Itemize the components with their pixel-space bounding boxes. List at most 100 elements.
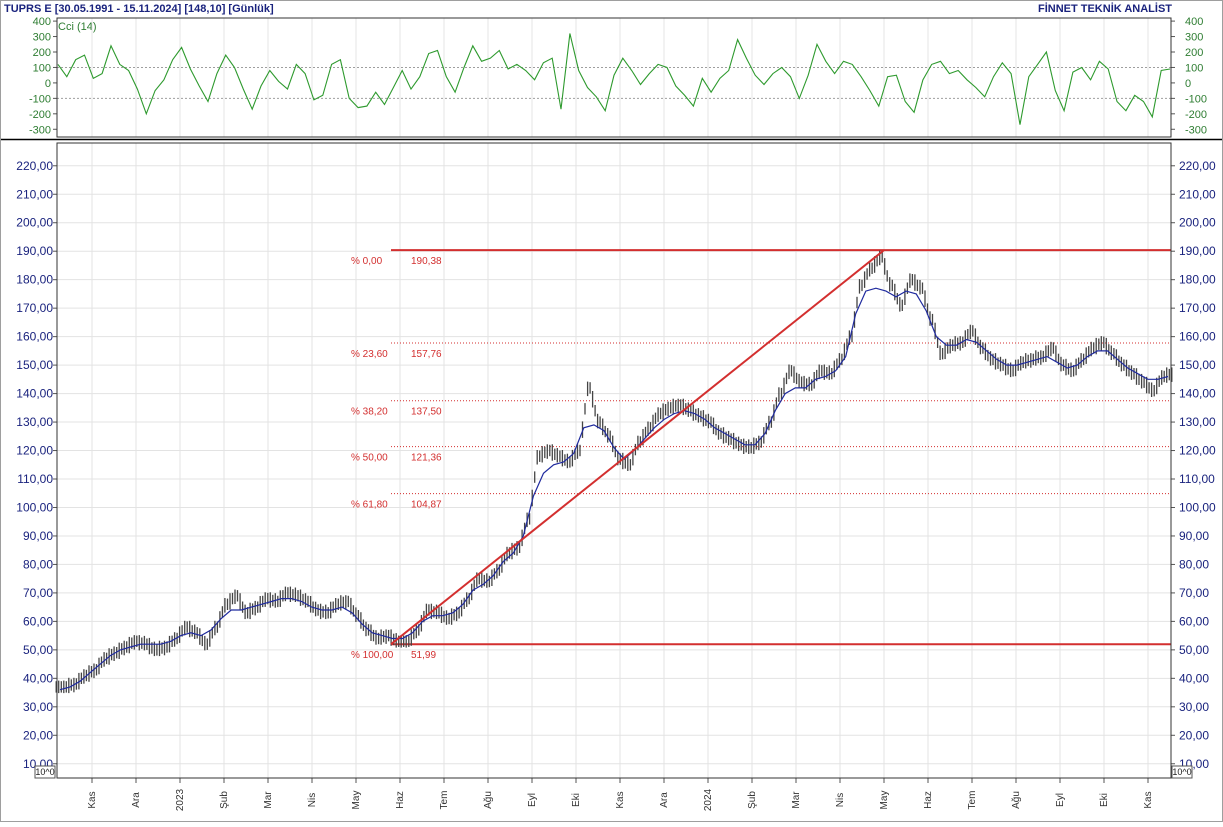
- price-tick-label-left: 130,00: [16, 415, 53, 429]
- price-tick-label-left: 80,00: [23, 557, 53, 571]
- price-tick-label-right: 210,00: [1179, 187, 1216, 201]
- fibonacci-levels: % 0,00 190,38 % 23,60 157,76 % 38,20 137,50 % …: [351, 249, 1171, 661]
- cci-tick-label-right: -300: [1185, 124, 1207, 136]
- fib-level-percent: % 100,00: [351, 650, 394, 661]
- unit-label-right: 10^0: [1172, 767, 1191, 777]
- price-tick-label-right: 180,00: [1179, 273, 1216, 287]
- cci-tick-label-left: 0: [45, 78, 51, 90]
- price-tick-label-right: 150,00: [1179, 358, 1216, 372]
- price-tick-label-left: 200,00: [16, 216, 53, 230]
- cci-y-axis-left: 400 300 200 100 0 -100 -200 -300: [29, 16, 57, 136]
- cci-line: [57, 33, 1171, 125]
- cci-legend: Cci (14): [58, 21, 97, 33]
- price-tick-label-left: 160,00: [16, 330, 53, 344]
- price-tick-label-right: 160,00: [1179, 330, 1216, 344]
- fib-level-percent: % 23,60: [351, 349, 388, 360]
- price-tick-label-left: 190,00: [16, 244, 53, 258]
- cci-tick-label-left: -100: [29, 93, 51, 105]
- x-tick-label: 2024: [703, 788, 714, 811]
- x-tick-label: Eki: [1099, 793, 1110, 807]
- cci-plot-frame: [56, 17, 1172, 138]
- price-plot-frame: [56, 142, 1172, 779]
- fib-level-value: 104,87: [411, 500, 442, 511]
- x-tick-label: May: [879, 791, 890, 810]
- fib-level-percent: % 61,80: [351, 500, 388, 511]
- price-tick-label-left: 50,00: [23, 643, 53, 657]
- cci-tick-label-right: 100: [1185, 62, 1203, 74]
- x-tick-label: Haz: [923, 791, 934, 809]
- cci-y-axis-right: 400 300 200 100 0 -100 -200 -300: [1171, 16, 1207, 136]
- cci-tick-label-right: 0: [1185, 78, 1191, 90]
- x-tick-label: Ağu: [1011, 791, 1022, 809]
- price-grid: [57, 143, 1171, 778]
- unit-label-left: 10^0: [35, 767, 54, 777]
- header-title: TUPRS E [30.05.1991 - 15.11.2024] [148,1…: [4, 3, 274, 15]
- header-vendor: FİNNET TEKNİK ANALİST: [1038, 2, 1172, 15]
- x-tick-label: May: [351, 791, 362, 810]
- price-tick-label-left: 100,00: [16, 500, 53, 514]
- price-tick-label-left: 70,00: [23, 586, 53, 600]
- x-tick-label: Haz: [395, 791, 406, 809]
- price-tick-label-left: 170,00: [16, 301, 53, 315]
- fib-level-value: 157,76: [411, 349, 442, 360]
- price-tick-label-right: 220,00: [1179, 159, 1216, 173]
- cci-tick-label-left: -200: [29, 109, 51, 121]
- x-tick-label: Kas: [1143, 791, 1154, 808]
- cci-tick-label-right: -200: [1185, 109, 1207, 121]
- price-tick-label-right: 70,00: [1179, 586, 1209, 600]
- x-tick-label: Eyl: [1055, 793, 1066, 807]
- unit-box-left: [34, 765, 56, 779]
- x-tick-label: Ağu: [483, 791, 494, 809]
- price-tick-label-left: 140,00: [16, 387, 53, 401]
- cci-tick-label-left: -300: [29, 124, 51, 136]
- price-tick-label-right: 110,00: [1179, 472, 1215, 486]
- price-tick-label-right: 40,00: [1179, 671, 1209, 685]
- price-tick-label-right: 90,00: [1179, 529, 1209, 543]
- cci-tick-label-right: 200: [1185, 47, 1203, 59]
- price-tick-label-left: 40,00: [23, 671, 53, 685]
- x-tick-label: Kas: [87, 791, 98, 808]
- price-tick-label-right: 170,00: [1179, 301, 1216, 315]
- x-tick-label: Mar: [791, 791, 802, 809]
- x-tick-label: Tem: [967, 791, 978, 810]
- x-tick-label: Eyl: [527, 793, 538, 807]
- price-tick-label-left: 220,00: [16, 159, 53, 173]
- price-tick-label-right: 120,00: [1179, 444, 1216, 458]
- price-tick-label-left: 20,00: [23, 728, 53, 742]
- cci-tick-label-left: 200: [33, 47, 51, 59]
- price-tick-label-right: 50,00: [1179, 643, 1209, 657]
- price-tick-label-right: 130,00: [1179, 415, 1216, 429]
- price-tick-label-left: 110,00: [17, 472, 53, 486]
- price-tick-label-right: 80,00: [1179, 557, 1209, 571]
- price-tick-label-right: 100,00: [1179, 500, 1216, 514]
- fib-level-percent: % 0,00: [351, 256, 383, 267]
- x-tick-label: Ara: [659, 792, 670, 808]
- price-tick-label-left: 120,00: [16, 444, 53, 458]
- price-tick-label-left: 90,00: [23, 529, 53, 543]
- price-tick-label-left: 30,00: [23, 700, 53, 714]
- fib-level-percent: % 50,00: [351, 453, 388, 464]
- cci-tick-label-left: 300: [33, 32, 51, 44]
- price-tick-label-right: 200,00: [1179, 216, 1216, 230]
- fib-level-value: 121,36: [411, 453, 442, 464]
- price-tick-label-right: 30,00: [1179, 700, 1209, 714]
- cci-tick-label-right: 300: [1185, 32, 1203, 44]
- price-tick-label-right: 60,00: [1179, 614, 1209, 628]
- moving-average-series: [59, 287, 1169, 691]
- x-tick-label: Ara: [131, 792, 142, 808]
- trend-line-segment: [390, 249, 885, 645]
- x-tick-label: Nis: [307, 793, 318, 807]
- price-tick-label-left: 210,00: [16, 187, 53, 201]
- x-tick-label: Tem: [439, 791, 450, 810]
- price-tick-label-left: 180,00: [16, 273, 53, 287]
- x-tick-label: Nis: [835, 793, 846, 807]
- cci-series: [57, 33, 1171, 125]
- price-y-axis-left: 220,00 210,00 200,00 190,00 180,00 170,00 160,…: [16, 159, 57, 771]
- price-tick-label-right: 140,00: [1179, 387, 1216, 401]
- price-tick-label-left: 150,00: [16, 358, 53, 372]
- moving-average-line: [59, 287, 1169, 691]
- cci-tick-label-left: 100: [33, 62, 51, 74]
- fib-level-percent: % 38,20: [351, 407, 388, 418]
